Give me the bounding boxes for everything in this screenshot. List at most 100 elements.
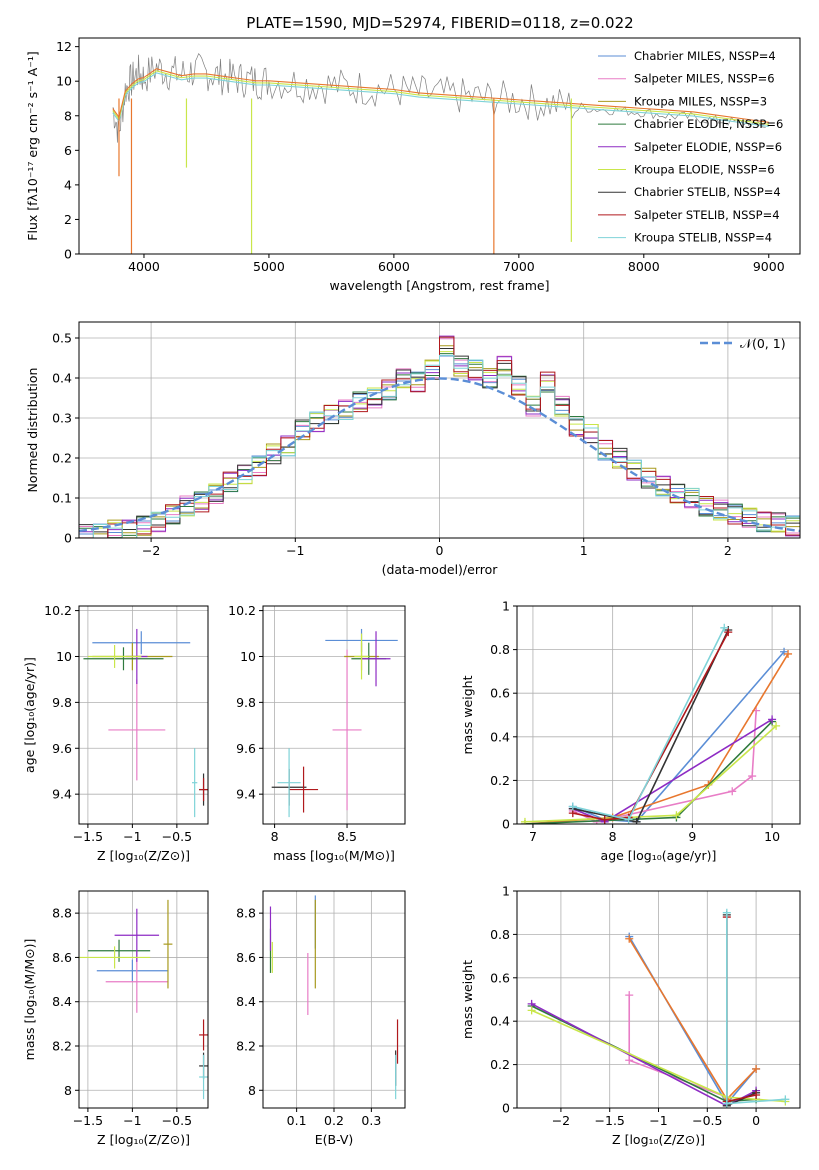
legend-entry: Salpeter ELODIE, NSSP=6 [634, 140, 782, 154]
x-axis-label: Z [log₁₀(Z/Z⊙)] [612, 1132, 705, 1147]
y-tick-label: 0 [502, 1101, 510, 1116]
x-tick-label: 0.1 [287, 1113, 307, 1128]
legend-entry: Kroupa MILES, NSSP=3 [634, 94, 767, 108]
legend-entry: Kroupa STELIB, NSSP=4 [634, 231, 772, 245]
data-point-marker [722, 908, 731, 917]
x-tick-label: 7000 [503, 259, 535, 274]
data-point-marker [772, 721, 781, 730]
axes-frame [516, 605, 801, 825]
weight-line [628, 995, 728, 1098]
y-tick-label: 9.4 [236, 787, 256, 802]
weight-line [572, 631, 729, 821]
x-tick-label: 1 [580, 543, 588, 558]
y-tick-label: 1 [502, 884, 510, 899]
axes-frame [516, 890, 801, 1109]
chart-weight-vs-age: 7 8 9 10 0 0.2 0.4 0.6 0.8 1 age [log₁₀(age/yr)] ma… [460, 599, 801, 863]
data-point-marker [768, 715, 777, 724]
y-tick-label: 8.4 [236, 994, 256, 1009]
y-tick-label: 0.2 [52, 451, 72, 466]
legend-entry: Chabrier MILES, NSSP=4 [634, 49, 776, 63]
y-tick-label: 8.6 [52, 950, 72, 965]
data-point-marker [784, 649, 793, 658]
plot-area [527, 908, 790, 1108]
y-tick-label: 9.8 [236, 695, 256, 710]
weight-line [524, 653, 789, 824]
y-tick-label: 0 [502, 817, 510, 832]
data-point-marker [781, 1095, 790, 1104]
data-point-marker [752, 1090, 761, 1099]
legend-entry: Salpeter STELIB, NSSP=4 [634, 208, 780, 222]
x-tick-label: 10 [764, 829, 780, 844]
y-tick-label: 0.4 [490, 1014, 510, 1029]
plot-area [271, 628, 398, 818]
chart-age-vs-mass: 8 8.5 9.4 9.6 9.8 10 10.2 mass [log₁₀(M/M⊙)] [228, 603, 406, 863]
axes-frame [262, 605, 406, 825]
data-point-marker [527, 1006, 536, 1015]
data-point-marker [624, 815, 633, 824]
data-point-marker [728, 787, 737, 796]
y-tick-label: 10 [56, 649, 72, 664]
x-tick-label: 0 [752, 1113, 760, 1128]
plot-area [79, 335, 800, 538]
y-tick-label: 0.2 [490, 1057, 510, 1072]
y-tick-label: 8.2 [236, 1039, 256, 1054]
chart-mass-vs-Z: −1.5 −1 −0.5 8 8.2 8.4 8.6 8.8 Z [log₁₀(Z/Z⊙)] ma… [22, 890, 209, 1147]
weight-line [572, 629, 729, 823]
y-tick-label: 0.8 [490, 927, 510, 942]
x-tick-label: −2 [552, 1113, 570, 1128]
legend: 𝒩(0, 1) [700, 336, 786, 351]
x-tick-label: −2 [142, 543, 160, 558]
y-axis-label: mass [log₁₀(M/M⊙)] [22, 939, 37, 1061]
x-tick-label: −1 [649, 1113, 667, 1128]
data-point-marker [724, 628, 733, 637]
y-tick-label: 10.2 [228, 603, 256, 618]
model-spectrum-line [112, 72, 769, 128]
plot-area [83, 628, 208, 818]
x-tick-label: 7 [529, 829, 537, 844]
legend-entry: Salpeter MILES, NSSP=6 [634, 72, 775, 86]
y-tick-label: 8 [248, 1083, 256, 1098]
x-tick-label: 0.2 [324, 1113, 344, 1128]
x-tick-label: −0.5 [162, 1113, 192, 1128]
y-tick-label: 9.4 [52, 787, 72, 802]
x-tick-label: −1 [123, 1113, 141, 1128]
y-tick-label: 8.8 [236, 906, 256, 921]
y-tick-label: 8 [64, 1083, 72, 1098]
y-tick-label: 10.2 [44, 603, 72, 618]
y-tick-label: 12 [56, 39, 72, 54]
weight-line [628, 936, 757, 1106]
x-axis-label: age [log₁₀(age/yr)] [601, 848, 717, 863]
x-axis-label: (data-model)/error [382, 562, 499, 577]
data-point-marker [520, 817, 529, 824]
chart-weight-vs-Z: −2 −1.5 −1 −0.5 0 0 0.2 0.4 0.6 0.8 1 Z [log₁₀(Z/Z⊙… [460, 884, 801, 1147]
y-tick-label: 2 [64, 212, 72, 227]
y-tick-label: 4 [64, 177, 72, 192]
x-tick-label: 9000 [753, 259, 785, 274]
data-point-marker [748, 772, 757, 781]
y-axis-label: mass weight [460, 960, 475, 1039]
axes-frame [78, 321, 801, 539]
y-tick-label: 0.4 [52, 371, 72, 386]
x-tick-label: −1 [123, 829, 141, 844]
data-point-marker [672, 811, 681, 820]
model-spectrum-line [112, 68, 769, 123]
y-tick-label: 10 [240, 649, 256, 664]
y-tick-label: 0.8 [490, 642, 510, 657]
x-tick-label: 8 [271, 829, 279, 844]
weight-line [531, 1003, 757, 1107]
data-point-marker [625, 991, 634, 1000]
y-tick-label: 0.6 [490, 686, 510, 701]
legend: Chabrier MILES, NSSP=4 Salpeter MILES, NS… [598, 49, 783, 245]
y-tick-label: 9.8 [52, 695, 72, 710]
y-tick-label: 8.6 [236, 950, 256, 965]
chart-spectrum: 4000 5000 6000 7000 8000 9000 0 2 4 6 8 10 12 wavelen… [25, 37, 801, 293]
plot-area [269, 895, 399, 1100]
x-axis-label: mass [log₁₀(M/M⊙)] [273, 848, 395, 863]
legend-entry: 𝒩(0, 1) [740, 336, 786, 351]
data-point-marker [568, 802, 577, 811]
chart-residuals: −2 −1 0 1 2 0 0.1 0.2 0.3 0.4 0.5 (data-model)/erro… [25, 321, 801, 577]
x-tick-label: −1.5 [73, 1113, 103, 1128]
y-tick-label: 0.3 [52, 411, 72, 426]
y-tick-label: 8.2 [52, 1039, 72, 1054]
